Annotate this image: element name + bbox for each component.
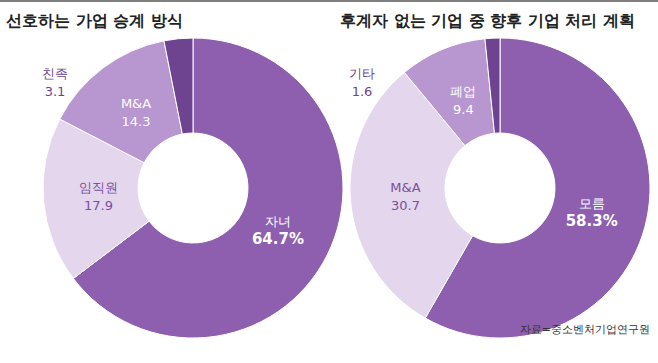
slice-value: 14.3 (122, 114, 151, 129)
slices (350, 38, 650, 338)
donut-center: 모름58.3% M&A 30.7 폐업 9.4 기타 1.6 (349, 38, 650, 338)
source-note: 자료=중소벤처기업연구원 (520, 323, 650, 336)
chart-root: 선호하는 가업 승계 방식자녀64.7% 임직원 17.9 M&A 14.3 친족 3.1 후… (0, 0, 658, 363)
slices (43, 38, 343, 338)
slice-value: 1.6 (352, 84, 373, 99)
chart-title: 선호하는 가업 승계 방식 (6, 11, 183, 30)
slice-value: 17.9 (84, 198, 113, 213)
top-rule (0, 0, 658, 2)
slice-category: 폐업 (450, 84, 476, 99)
slice-category: 자녀 (265, 214, 291, 229)
slice-value: 3.1 (45, 84, 66, 99)
slice-category: M&A (390, 180, 420, 195)
data-labels: 자녀64.7% 임직원 17.9 M&A 14.3 친족 3.1 (42, 66, 304, 248)
pie-slice (60, 41, 183, 163)
slice-category: 친족 (42, 66, 68, 81)
slice-value: 30.7 (391, 198, 420, 213)
slice-category: 임직원 (79, 180, 118, 195)
pie-slice (404, 39, 494, 146)
donut-center: 자녀64.7% 임직원 17.9 M&A 14.3 친족 3.1 (42, 38, 343, 338)
slice-category: M&A (121, 96, 151, 111)
slice-value: 9.4 (453, 102, 474, 117)
donut-chart: 선호하는 가업 승계 방식자녀64.7% 임직원 17.9 M&A 14.3 친족 3.1 (6, 11, 343, 338)
pie-slice (485, 38, 500, 133)
chart-title: 후계자 없는 기업 중 향후 기업 처리 계획 (340, 11, 635, 30)
donut-chart: 후계자 없는 기업 중 향후 기업 처리 계획모름58.3% M&A 30.7 폐업 9… (340, 11, 650, 338)
slice-category: 기타 (349, 66, 375, 81)
slice-value: 64.7% (252, 230, 304, 248)
pie-slice (164, 38, 193, 134)
slice-category: 모름 (579, 196, 605, 211)
slice-value: 58.3% (566, 212, 618, 230)
data-labels: 모름58.3% M&A 30.7 폐업 9.4 기타 1.6 (349, 66, 618, 230)
